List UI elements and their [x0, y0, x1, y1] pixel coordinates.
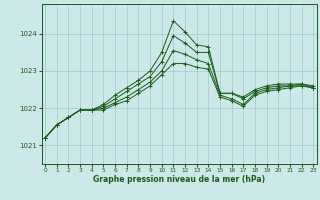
X-axis label: Graphe pression niveau de la mer (hPa): Graphe pression niveau de la mer (hPa) — [93, 175, 265, 184]
